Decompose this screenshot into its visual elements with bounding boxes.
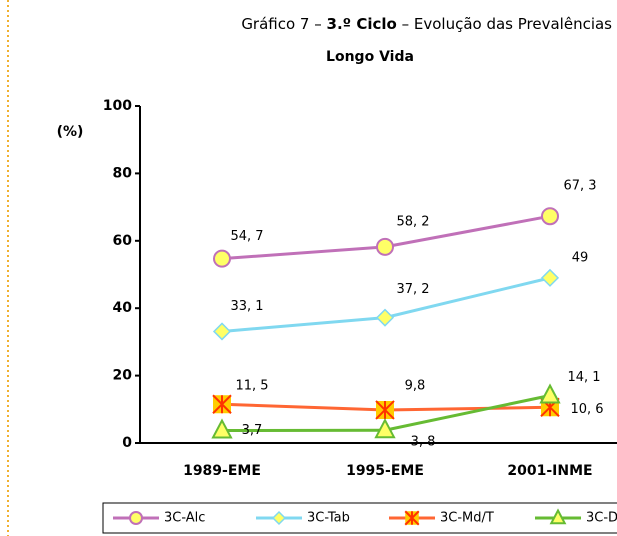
title-part: – Evolução das Prevalências bbox=[397, 15, 612, 33]
marker bbox=[211, 418, 233, 439]
marker bbox=[129, 511, 143, 525]
marker-star bbox=[404, 510, 420, 526]
data-label: 54, 7 bbox=[230, 229, 263, 244]
marker bbox=[375, 308, 395, 327]
x-tick-label: 2001-INME bbox=[507, 463, 592, 479]
legend-label: 3C-D bbox=[586, 511, 617, 526]
legend-label: 3C-Tab bbox=[307, 511, 350, 526]
data-label: 3, 8 bbox=[411, 435, 436, 450]
y-axis-label: (%) bbox=[57, 124, 84, 140]
legend-box bbox=[102, 502, 617, 534]
x-tick-label: 1989-EME bbox=[183, 463, 261, 479]
data-label: 37, 2 bbox=[396, 282, 429, 297]
data-label: 9,8 bbox=[405, 378, 426, 393]
marker bbox=[271, 510, 287, 526]
data-label: 49 bbox=[572, 250, 589, 265]
title-part: Gráfico 7 – bbox=[241, 15, 326, 33]
y-tick-label: 100 bbox=[103, 98, 132, 114]
data-label: 3,7 bbox=[242, 423, 263, 438]
y-tick-label: 0 bbox=[122, 435, 132, 451]
data-label: 14, 1 bbox=[567, 370, 600, 385]
marker bbox=[374, 418, 396, 439]
marker bbox=[376, 237, 394, 256]
marker bbox=[212, 322, 232, 341]
marker bbox=[541, 207, 559, 226]
data-label: 58, 2 bbox=[396, 214, 429, 229]
marker-star bbox=[212, 394, 232, 414]
marker bbox=[539, 383, 561, 404]
marker bbox=[540, 268, 560, 287]
y-tick-label: 60 bbox=[113, 233, 133, 249]
data-label: 33, 1 bbox=[230, 299, 263, 314]
y-tick-label: 20 bbox=[113, 368, 133, 384]
marker-star bbox=[375, 400, 395, 420]
data-label: 11, 5 bbox=[235, 379, 268, 394]
legend-label: 3C-Alc bbox=[164, 511, 205, 526]
title-part: 3.º Ciclo bbox=[327, 15, 397, 33]
y-tick-label: 40 bbox=[113, 300, 133, 316]
chart-subtitle: Longo Vida bbox=[326, 49, 414, 65]
y-tick-label: 80 bbox=[113, 165, 133, 181]
chart-title: Gráfico 7 – 3.º Ciclo – Evolução das Pre… bbox=[241, 15, 612, 33]
marker bbox=[549, 508, 567, 525]
data-label: 67, 3 bbox=[563, 179, 596, 194]
x-tick-label: 1995-EME bbox=[346, 463, 424, 479]
legend-label: 3C-Md/T bbox=[440, 511, 494, 526]
marker bbox=[213, 249, 231, 268]
data-label: 10, 6 bbox=[570, 402, 603, 417]
